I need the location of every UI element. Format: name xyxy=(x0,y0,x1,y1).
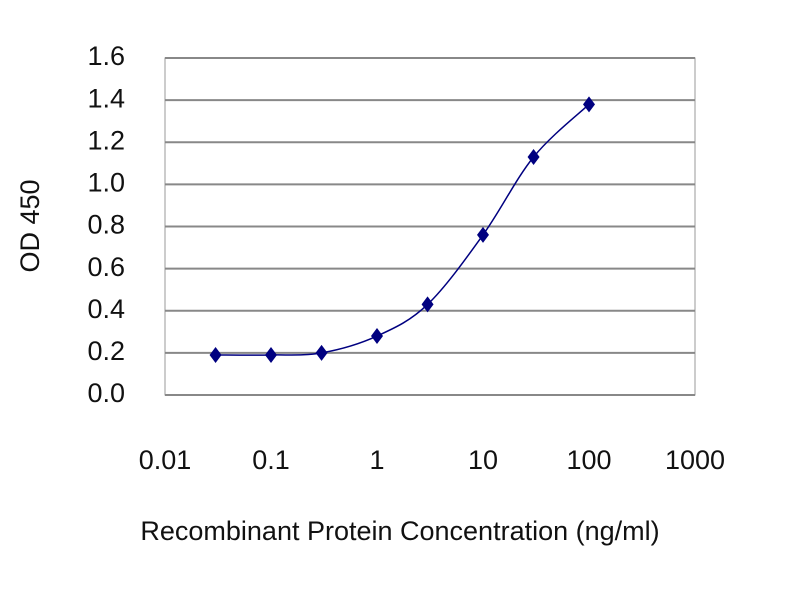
x-tick-label: 10 xyxy=(468,445,498,475)
data-point xyxy=(421,296,434,313)
y-tick-label: 0.2 xyxy=(87,336,125,366)
data-point xyxy=(583,96,595,113)
x-axis-label: Recombinant Protein Concentration (ng/ml… xyxy=(140,516,659,546)
data-point xyxy=(315,344,328,361)
y-axis-label: OD 450 xyxy=(15,179,45,272)
y-tick-label: 1.6 xyxy=(87,41,125,71)
x-tick-label: 0.1 xyxy=(252,445,290,475)
y-tick-label: 1.0 xyxy=(87,168,125,198)
x-tick-label: 1 xyxy=(369,445,384,475)
x-tick-label: 100 xyxy=(566,445,611,475)
x-tick-label: 0.01 xyxy=(139,445,192,475)
data-point xyxy=(371,328,383,345)
y-tick-label: 0.0 xyxy=(87,378,125,408)
y-tick-label: 1.2 xyxy=(87,125,125,155)
x-tick-label: 1000 xyxy=(665,445,725,475)
y-tick-label: 0.6 xyxy=(87,252,125,282)
data-point xyxy=(477,226,489,243)
y-tick-label: 0.8 xyxy=(87,210,125,240)
y-tick-label: 0.4 xyxy=(87,294,125,324)
data-point xyxy=(209,346,222,363)
y-tick-label: 1.4 xyxy=(87,83,125,113)
data-point xyxy=(527,148,540,165)
data-point xyxy=(265,346,277,363)
